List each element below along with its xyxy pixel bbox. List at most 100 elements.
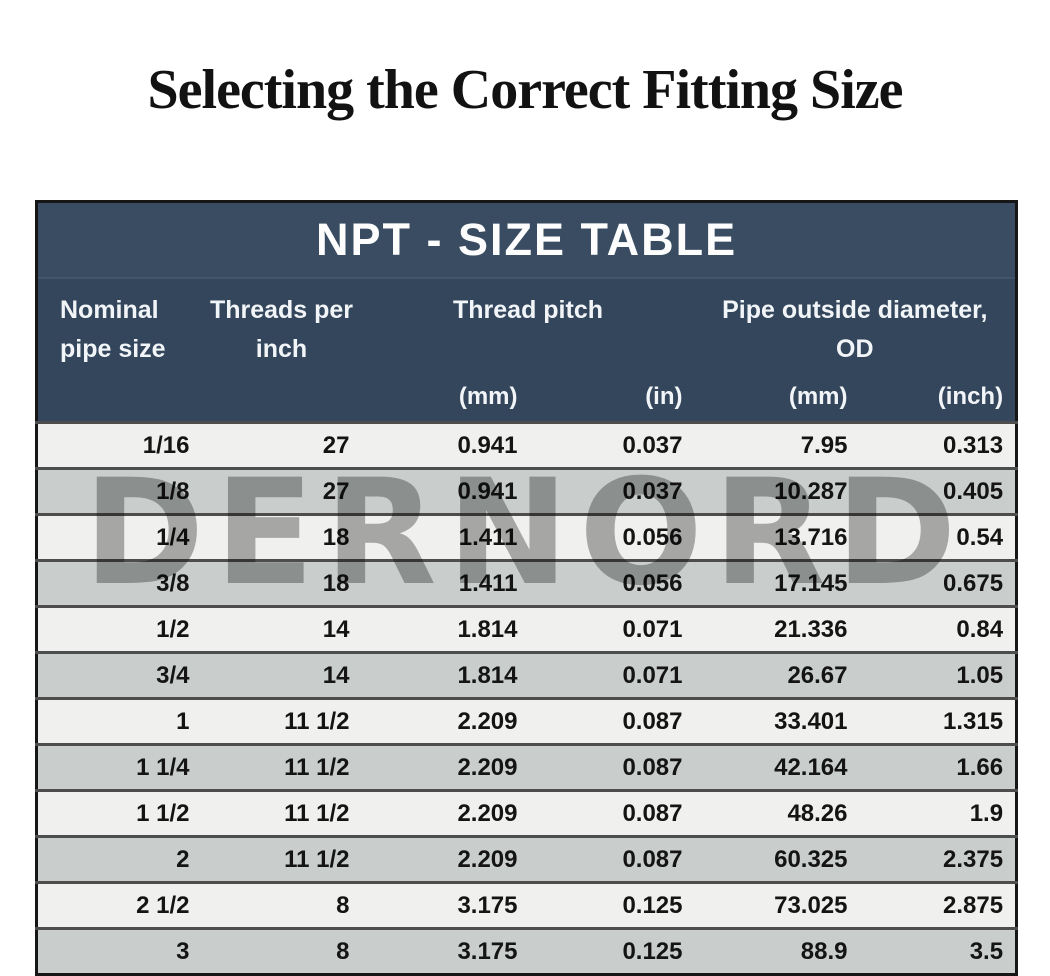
unit-label-pitch-in: (in) — [529, 376, 695, 423]
page-title: Selecting the Correct Fitting Size — [147, 59, 904, 121]
cell: 3.175 — [457, 937, 518, 965]
cell: 3 — [176, 937, 190, 965]
cell: 48.26 — [787, 799, 848, 827]
col-header-line: OD — [836, 334, 874, 363]
cell: 42.164 — [774, 753, 848, 781]
npt-table: NPT - SIZE TABLE Nominal pipe size Threa… — [35, 200, 1019, 976]
cell: 1.315 — [943, 707, 1004, 735]
table-row: 1/2 14 1.814 0.071 21.336 0.84 — [36, 606, 1017, 653]
cell: 88.9 — [800, 937, 848, 965]
cell: 2 — [176, 845, 190, 873]
cell: 0.125 — [622, 891, 683, 919]
cell: 1.411 — [458, 569, 518, 597]
col-header-line: Thread pitch — [452, 296, 603, 324]
cell: 3.175 — [457, 891, 518, 919]
col-header-line: Threads per — [209, 296, 354, 324]
cell: 0.037 — [622, 477, 683, 505]
cell: 2.375 — [943, 845, 1004, 873]
table-body: 1/16 27 0.941 0.037 7.95 0.313 1/8 27 0.941 0.037… — [36, 422, 1017, 975]
table-header: NPT - SIZE TABLE Nominal pipe size Threa… — [36, 201, 1017, 423]
cell: 1.66 — [956, 753, 1004, 781]
cell: 3/4 — [156, 661, 190, 689]
cell: 1.814 — [457, 615, 518, 643]
cell: 0.056 — [622, 523, 683, 551]
cell: 11 1/2 — [284, 845, 350, 873]
cell: 2.209 — [457, 799, 518, 827]
units-row: (mm) (in) (mm) (inch) — [37, 376, 1017, 423]
cell: 3.5 — [969, 937, 1004, 965]
cell: 0.087 — [622, 707, 683, 735]
cell: 0.125 — [622, 937, 683, 965]
cell: 7.95 — [800, 431, 848, 459]
table-row: 1 1/2 11 1/2 2.209 0.087 48.26 1.9 — [36, 790, 1017, 837]
cell: 60.325 — [774, 845, 848, 873]
page: Selecting the Correct Fitting Size NPT -… — [35, 59, 1019, 976]
cell: 33.401 — [774, 707, 848, 735]
cell: 18 — [322, 523, 350, 551]
col-header-line: pipe size — [60, 334, 166, 363]
table-row: 3/4 14 1.814 0.071 26.67 1.05 — [36, 652, 1017, 699]
cell: 17.145 — [774, 569, 848, 597]
cell: 1/8 — [156, 477, 190, 505]
cell: 0.056 — [622, 569, 683, 597]
cell: 0.087 — [622, 845, 683, 873]
cell: 0.405 — [943, 477, 1004, 505]
cell: 2.209 — [457, 845, 518, 873]
cell: 0.941 — [457, 477, 518, 505]
cell: 2 1/2 — [136, 891, 190, 919]
table-row: 1/4 18 1.411 0.056 13.716 0.54 — [36, 514, 1017, 561]
table-row: 2 11 1/2 2.209 0.087 60.325 2.375 — [36, 836, 1017, 883]
cell: 0.087 — [622, 753, 683, 781]
table-row: 1/8 27 0.941 0.037 10.287 0.405 — [36, 468, 1017, 515]
cell: 27 — [322, 477, 350, 505]
cell: 0.675 — [943, 569, 1004, 597]
cell: 1/4 — [156, 523, 190, 551]
unit-label-od-inch: (inch) — [859, 376, 1017, 423]
cell: 14 — [322, 615, 350, 643]
cell: 0.071 — [622, 615, 683, 643]
cell: 1 — [176, 707, 190, 735]
unit-label-od-mm: (mm) — [694, 376, 860, 423]
cell: 27 — [322, 431, 350, 459]
cell: 1/2 — [156, 615, 190, 643]
cell: 1.9 — [969, 799, 1004, 827]
column-group-row: Nominal pipe size Threads per inch Threa… — [36, 278, 1017, 423]
cell: 0.087 — [622, 799, 683, 827]
table-title: NPT - SIZE TABLE — [36, 201, 1017, 279]
cell: 0.84 — [956, 615, 1004, 643]
table-row: 3/8 18 1.411 0.056 17.145 0.675 — [36, 560, 1017, 607]
cell: 8 — [336, 937, 350, 965]
cell: 1 1/4 — [136, 753, 190, 781]
cell: 0.54 — [956, 523, 1004, 551]
cell: 2.209 — [457, 753, 518, 781]
cell: 3/8 — [156, 569, 190, 597]
col-header-pipe-outside-diameter: Pipe outside diameter, OD — [694, 278, 1017, 376]
unit-label-pitch-mm: (mm) — [361, 376, 530, 423]
col-header-thread-pitch: Thread pitch — [361, 278, 695, 376]
table-row: 3 8 3.175 0.125 88.9 3.5 — [36, 928, 1017, 975]
cell: 0.037 — [622, 431, 683, 459]
table-row: 1 1/4 11 1/2 2.209 0.087 42.164 1.66 — [36, 744, 1017, 791]
col-header-line: Nominal — [60, 296, 159, 324]
cell: 1.814 — [457, 661, 518, 689]
cell: 0.071 — [622, 661, 683, 689]
cell: 1.05 — [956, 661, 1004, 689]
cell: 26.67 — [787, 661, 848, 689]
table-row: 2 1/2 8 3.175 0.125 73.025 2.875 — [36, 882, 1017, 929]
col-header-line: Pipe outside diameter, — [722, 296, 988, 324]
npt-size-table: NPT - SIZE TABLE Nominal pipe size Threa… — [35, 200, 1019, 976]
cell: 11 1/2 — [284, 753, 350, 781]
table-title-row: NPT - SIZE TABLE — [36, 201, 1017, 279]
cell: 2.209 — [457, 707, 518, 735]
table-row: 1/16 27 0.941 0.037 7.95 0.313 — [36, 422, 1017, 469]
col-header-line: inch — [255, 334, 308, 363]
cell: 0.313 — [943, 431, 1004, 459]
cell: 11 1/2 — [284, 799, 350, 827]
cell: 13.716 — [774, 523, 848, 551]
cell: 10.287 — [774, 477, 848, 505]
cell: 11 1/2 — [284, 707, 350, 735]
cell: 1/16 — [142, 431, 190, 459]
cell: 21.336 — [774, 615, 848, 643]
table-row: 1 11 1/2 2.209 0.087 33.401 1.315 — [36, 698, 1017, 745]
cell: 14 — [322, 661, 350, 689]
